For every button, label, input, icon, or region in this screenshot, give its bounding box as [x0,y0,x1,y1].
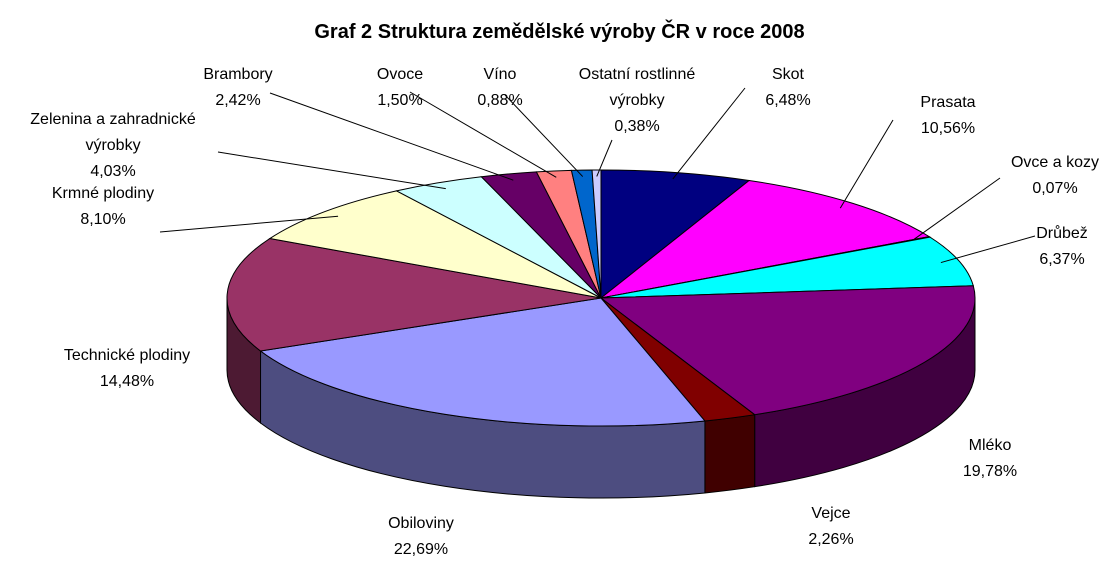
label-name: Prasata [920,94,976,111]
label-name: Mléko [968,437,1012,454]
data-label: Ovce a kozy 0,07% [995,150,1115,202]
slice-side [704,414,756,494]
label-value: 2,42% [215,92,261,109]
label-name: Technické plodiny [63,347,191,364]
label-name: Víno [483,66,517,83]
label-value: 22,69% [393,541,449,558]
chart-title: Graf 2 Struktura zemědělské výroby ČR v … [314,21,805,43]
data-label: Víno 0,88% [460,62,540,114]
slice [599,285,976,416]
label-value: 10,56% [920,120,976,137]
data-label: Vejce 2,26% [786,501,876,553]
leader-line [269,92,514,181]
slice [600,169,751,300]
slice [600,236,974,299]
label-value: 0,38% [614,118,660,135]
label-value: 0,07% [1032,180,1078,197]
slice [268,190,602,299]
label-name: Skot [771,66,804,83]
label-name: Ostatní rostlinné výrobky [578,66,696,109]
leader-line [217,151,446,190]
leader-line [839,119,894,209]
leader-line [596,139,613,177]
data-label: Skot 6,48% [743,62,833,114]
slice [226,238,602,352]
label-value: 0,88% [477,92,523,109]
data-label: Ostatní rostlinné výrobky 0,38% [560,62,715,140]
data-label: Zelenina a zahradnické výrobky 4,03% [21,107,206,185]
label-value: 1,50% [377,92,423,109]
slice [259,297,706,427]
slice [600,179,931,299]
leader-line [159,215,339,233]
leader-line [409,91,557,178]
data-label: Drůbež 6,37% [1017,221,1107,273]
leader-line [672,87,746,180]
label-name: Zelenina a zahradnické výrobky [30,111,196,154]
label-name: Drůbež [1036,225,1088,242]
data-label: Krmné plodiny 8,10% [23,181,183,233]
label-name: Ovoce [376,66,424,83]
label-value: 6,37% [1039,251,1085,268]
label-value: 6,48% [765,92,811,109]
label-name: Brambory [203,66,273,83]
data-label: Prasata 10,56% [903,90,993,142]
label-value: 8,10% [80,211,126,228]
label-name: Obiloviny [388,515,454,532]
data-label: Technické plodiny 14,48% [27,343,227,395]
data-label: Ovoce 1,50% [355,62,445,114]
label-name: Krmné plodiny [51,185,155,202]
leader-line [912,177,1001,241]
label-value: 4,03% [90,163,136,180]
data-label: Brambory 2,42% [188,62,288,114]
label-value: 19,78% [962,463,1018,480]
label-name: Ovce a kozy [1010,154,1100,171]
leader-line [504,94,584,177]
data-label: Mléko 19,78% [945,433,1035,485]
data-label: Obiloviny 22,69% [361,511,481,563]
label-value: 2,26% [808,531,854,548]
slice [591,169,602,299]
label-value: 14,48% [99,373,155,390]
leader-line [940,235,1036,264]
label-name: Vejce [811,505,851,522]
